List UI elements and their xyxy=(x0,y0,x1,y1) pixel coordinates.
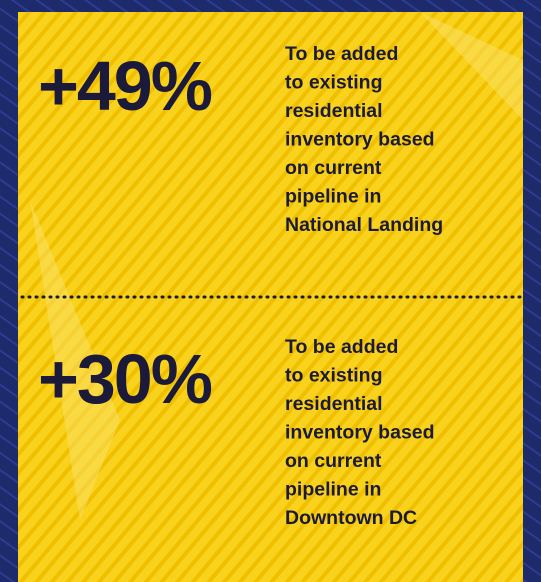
stat-value: +30% xyxy=(38,340,212,418)
yellow-panel xyxy=(18,12,523,582)
light-streak xyxy=(30,200,120,520)
stat-description-line: To be added xyxy=(285,43,398,65)
stat-value: +49% xyxy=(38,47,212,125)
stat-description-line: pipeline in xyxy=(285,479,381,501)
stat-description-line: residential xyxy=(285,100,383,122)
stat-description-line: To be added xyxy=(285,336,398,358)
stat-description-line: to existing xyxy=(285,365,383,387)
stats: +49% To be added to existing residential inv… xyxy=(38,43,443,529)
stat-description-line: on current xyxy=(285,157,382,179)
stat-description-line: inventory based xyxy=(285,422,435,444)
stat-description-line: on current xyxy=(285,450,382,472)
stat-description-line: National Landing xyxy=(285,214,443,236)
stat-description-line: residential xyxy=(285,393,383,415)
light-streak xyxy=(420,12,523,120)
stat-description-line: to existing xyxy=(285,72,383,94)
stat-description-line: pipeline in xyxy=(285,186,381,208)
stat-description-line: inventory based xyxy=(285,129,435,151)
stat-description-line: Downtown DC xyxy=(285,507,417,529)
